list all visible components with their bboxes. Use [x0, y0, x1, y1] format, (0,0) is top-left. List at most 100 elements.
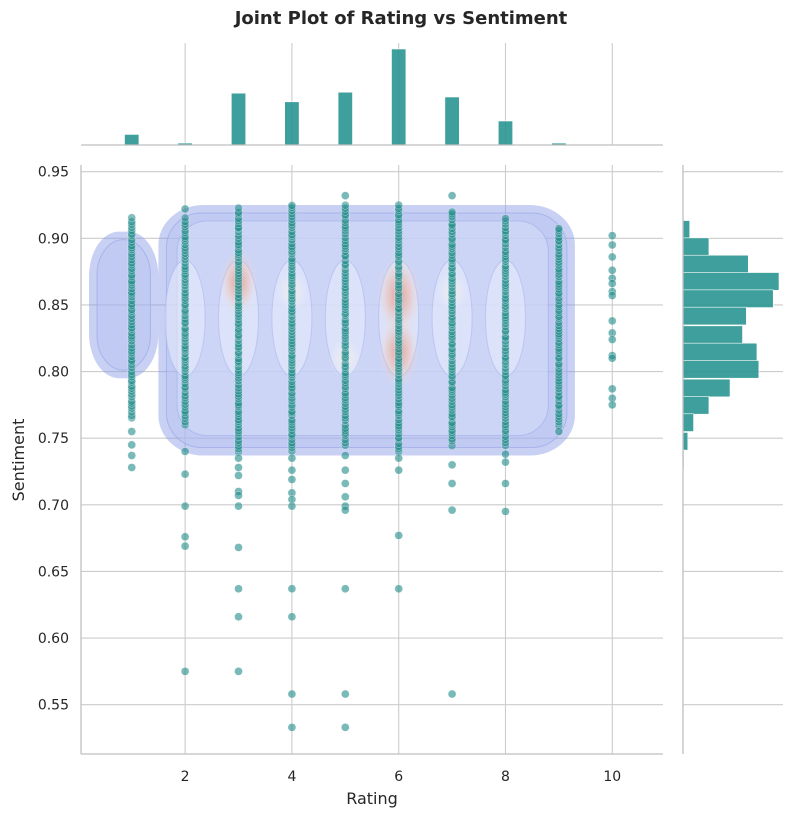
marginal-y-bar — [682, 272, 780, 291]
marginal-x-axes — [81, 43, 663, 146]
joint-axes: 2 4 6 8 10 0.550.600.650.700.750.800.850.900… — [9, 165, 663, 808]
scatter-point — [341, 505, 350, 515]
scatter-point — [234, 453, 243, 463]
scatter-point — [180, 501, 190, 511]
marginal-y-bar — [682, 220, 691, 239]
marginal-y-histogram — [682, 220, 780, 468]
kde-outer-region — [89, 231, 159, 379]
marginal-y-bar — [682, 413, 694, 432]
y-tick-label: 0.70 — [38, 498, 69, 514]
scatter-point — [608, 384, 617, 394]
marginal-y-bar — [682, 306, 747, 326]
marginal-y-axes — [682, 165, 783, 754]
marginal-x-histogram — [124, 48, 567, 146]
scatter-point — [608, 400, 617, 410]
scatter-point — [608, 252, 617, 262]
scatter-point — [394, 200, 403, 210]
scatter-point — [394, 531, 403, 540]
scatter-point — [341, 492, 350, 502]
scatter-point — [234, 501, 243, 511]
scatter-point — [180, 204, 190, 214]
scatter-point — [287, 689, 297, 699]
scatter-point — [341, 451, 350, 460]
marginal-x-bar — [497, 120, 513, 146]
scatter-point — [287, 584, 297, 594]
scatter-point — [394, 584, 403, 594]
marginal-y-bar — [682, 325, 743, 344]
x-tick-label: 8 — [501, 769, 510, 785]
y-tick-label: 0.60 — [38, 631, 69, 647]
kde-contour — [96, 239, 151, 371]
scatter-point — [394, 465, 403, 475]
scatter-point — [608, 335, 617, 344]
y-tick-label: 0.65 — [38, 564, 69, 580]
marginal-x-bar — [444, 96, 460, 146]
y-tick-labels: 0.55 0.60 0.65 0.70 0.75 0.80 0.85 0.90 0.95 — [38, 165, 69, 714]
scatter-point — [447, 479, 457, 488]
scatter-point — [447, 191, 457, 200]
x-axis-label: Rating — [346, 789, 398, 808]
scatter-point — [501, 449, 510, 459]
scatter-point — [554, 224, 564, 233]
scatter-point — [180, 447, 190, 456]
x-tick-label: 2 — [181, 769, 190, 785]
marginal-x-bar — [284, 101, 300, 146]
scatter-point — [341, 191, 350, 200]
marginal-x-bar — [391, 48, 407, 146]
scatter-point — [501, 214, 510, 223]
y-tick-label: 0.95 — [38, 165, 69, 181]
scatter-point — [180, 532, 190, 542]
y-tick-label: 0.80 — [38, 365, 69, 381]
scatter-point — [234, 584, 243, 594]
scatter-point — [180, 667, 190, 676]
scatter-point — [608, 266, 617, 275]
marginal-y-bar — [682, 432, 689, 451]
x-tick-label: 10 — [603, 769, 621, 785]
chart-title: Joint Plot of Rating vs Sentiment — [233, 8, 568, 29]
scatter-point — [127, 440, 136, 450]
y-axis-label: Sentiment — [9, 419, 28, 502]
marginal-x-bar — [124, 134, 140, 146]
marginal-y-bar — [682, 254, 749, 274]
scatter-point — [608, 353, 617, 363]
scatter-point — [608, 291, 617, 300]
scatter-point — [341, 723, 350, 732]
scatter-point — [234, 463, 243, 472]
marginal-y-bar — [682, 342, 758, 362]
marginal-y-bar — [682, 378, 731, 398]
scatter-point — [180, 213, 190, 223]
scatter-point — [127, 451, 136, 460]
y-tick-label: 0.90 — [38, 231, 69, 247]
x-tick-label: 6 — [394, 769, 403, 785]
y-tick-label: 0.75 — [38, 431, 69, 447]
marginal-y-bar — [682, 360, 760, 379]
scatter-point — [447, 207, 457, 217]
scatter-point — [608, 279, 617, 288]
marginal-x-bar — [337, 91, 353, 146]
scatter-point — [341, 465, 350, 475]
x-tick-labels: 2 4 6 8 10 — [181, 769, 622, 785]
scatter-point — [234, 667, 243, 676]
y-tick-label: 0.85 — [38, 298, 69, 314]
scatter-point — [287, 475, 297, 484]
scatter-point — [608, 240, 617, 250]
scatter-point — [608, 316, 617, 326]
marginal-y-bar — [682, 237, 710, 256]
marginal-y-bar — [682, 289, 774, 308]
scatter-point — [180, 541, 190, 551]
scatter-point — [287, 723, 297, 732]
scatter-point — [287, 501, 297, 511]
scatter-point — [501, 479, 510, 488]
scatter-point — [127, 213, 136, 222]
scatter-points — [127, 191, 617, 732]
marginal-x-bar — [231, 92, 247, 146]
scatter-point — [608, 231, 617, 240]
scatter-point — [341, 584, 350, 594]
scatter-point — [447, 689, 457, 699]
scatter-point — [234, 543, 243, 552]
scatter-point — [341, 479, 350, 488]
scatter-point — [180, 469, 190, 479]
scatter-point — [341, 689, 350, 699]
scatter-point — [394, 453, 403, 463]
